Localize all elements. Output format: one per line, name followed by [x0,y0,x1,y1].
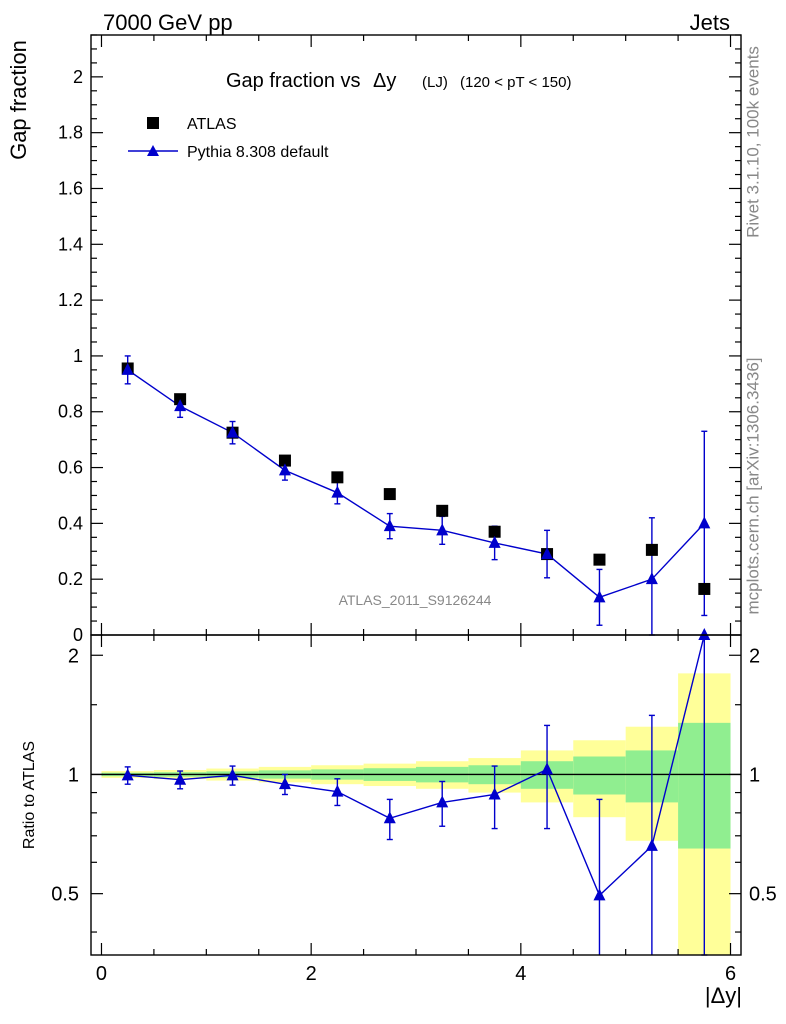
main-ytick-label: 0.4 [58,513,83,533]
legend-atlas-marker [147,117,159,129]
atlas-point [383,488,396,501]
ratio-ylabel: Ratio to ATLAS [21,741,38,849]
ratio-pythia-point [331,784,344,797]
pythia-line [127,369,705,599]
ratio-pythia-point [436,795,449,808]
rivet-version-label: Rivet 3.1.10, 100k events [743,46,762,238]
atlas-point [645,543,658,556]
ratio-pythia-point [488,787,501,800]
ratio-ytick-label-right: 1 [749,764,760,786]
ratio-xtick-label: 0 [96,963,107,985]
main-ytick-label: 1.6 [58,178,83,198]
legend-atlas-label: ATLAS [187,116,237,133]
ratio-band-inner [573,756,626,795]
pythia-point [645,572,658,585]
pythia-point [226,425,239,438]
pythia-point [541,547,554,560]
analysis-watermark: ATLAS_2011_S9126244 [339,592,492,608]
collision-label: 7000 GeV pp [103,10,233,35]
pythia-point [331,485,344,498]
main-ytick-label: 0.6 [58,458,83,478]
pythia-point [174,399,187,412]
pythia-point [278,463,291,476]
title-variable: Δy [373,70,396,92]
ratio-pythia-point [541,762,554,775]
main-ylabel: Gap fraction [6,40,31,160]
atlas-point [698,582,711,595]
chart-content: 00.20.40.60.811.21.41.61.820 2 4 60.5 0.51 12… [51,34,777,985]
ratio-ytick-label: 0.5 [51,884,79,906]
ratio-pythia-point [593,888,606,901]
ratio-pythia-point [278,777,291,790]
ratio-xtick-label: 4 [515,963,526,985]
pythia-point [488,535,501,548]
pythia-point [698,516,711,529]
ratio-xlabel: |Δy| [705,983,742,1008]
ratio-uncertainty-bands [101,673,731,955]
main-ytick-label: 0 [73,625,83,645]
chart-title: Gap fraction vs Δy (LJ) (120 < pT < 150) [226,70,571,92]
legend-pythia-label: Pythia 8.308 default [187,144,329,161]
ratio-pythia-line [127,634,705,897]
ratio-xtick-label: 2 [306,963,317,985]
ratio-ytick-label: 2 [68,645,79,667]
atlas-point [331,471,344,484]
ratio-pythia-point [226,768,239,781]
source-label: mcplots.cern.ch [arXiv:1306.3436] [743,357,762,614]
pythia-point [436,523,449,536]
main-ytick-label: 0.8 [58,402,83,422]
atlas-point [488,525,501,538]
title-main: Gap fraction vs [226,70,361,92]
main-ytick-label: 0.2 [58,569,83,589]
main-ytick-label: 1.2 [58,290,83,310]
atlas-point [436,504,449,517]
atlas-point [593,553,606,566]
ratio-ytick-label: 1 [68,764,79,786]
ratio-pythia-point [121,768,134,781]
ratio-ytick-label-right: 2 [749,645,760,667]
ratio-xtick-label: 6 [725,963,736,985]
ratio-ytick-label-right: 0.5 [749,884,777,906]
ratio-pythia-point [383,811,396,824]
main-ytick-label: 2 [73,67,83,87]
pythia-point [593,590,606,603]
ratio-pythia-point [645,838,658,851]
pythia-point [121,362,134,375]
main-ytick-label: 1.8 [58,123,83,143]
process-label: Jets [690,10,730,35]
pythia-point [383,519,396,532]
main-ytick-label: 1.4 [58,234,83,254]
legend-pythia-marker [147,145,159,156]
title-tag: (LJ) [422,74,448,91]
atlas-point [278,454,291,467]
ratio-pythia-point [174,772,187,785]
ratio-pythia-point [698,628,711,640]
main-ytick-label: 1 [73,346,83,366]
title-cut: (120 < pT < 150) [460,74,571,91]
ratio-panel-frame [90,634,742,956]
legend: ATLAS Pythia 8.308 default [128,116,329,161]
